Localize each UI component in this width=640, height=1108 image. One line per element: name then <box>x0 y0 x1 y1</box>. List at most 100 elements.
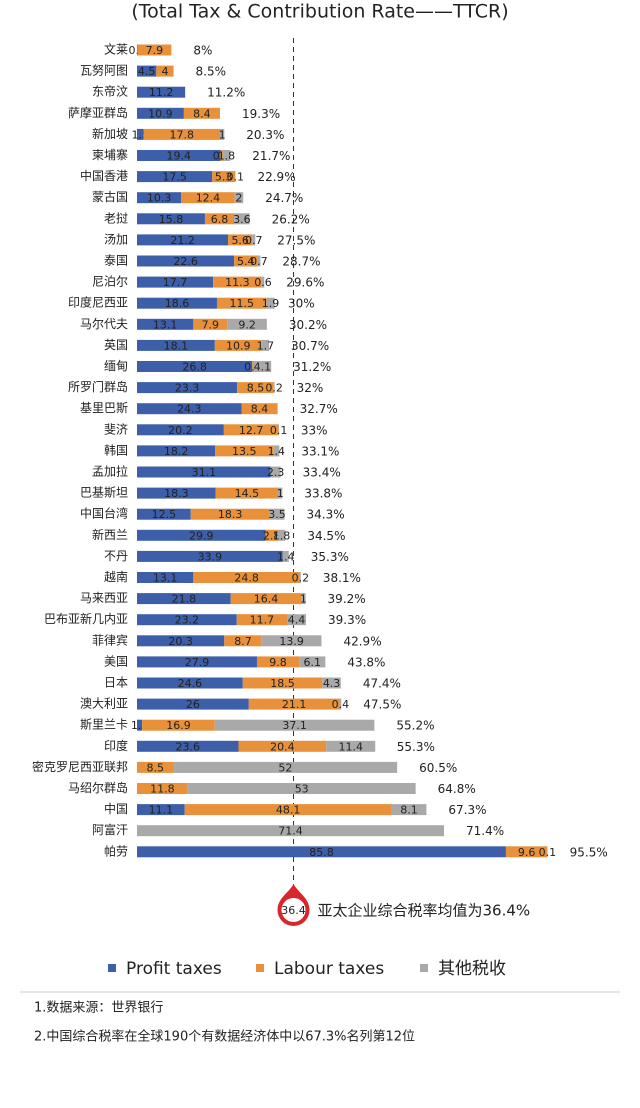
segment-label: 6.1 <box>303 656 321 669</box>
legend-label: 其他税收 <box>438 959 506 979</box>
segment-label: 17.5 <box>162 171 187 184</box>
category-label: 马尔代夫 <box>80 316 128 331</box>
segment-label: 7.9 <box>146 44 164 57</box>
total-label: 24.7% <box>265 191 303 205</box>
segment-label: 13.1 <box>153 318 178 331</box>
total-label: 22.9% <box>257 170 295 184</box>
bar-segment <box>287 614 306 626</box>
average-value: 36.4 <box>281 904 306 917</box>
segment-label: 8.1 <box>400 804 418 817</box>
category-label: 缅甸 <box>104 359 128 373</box>
category-label: 瓦努阿图 <box>80 63 128 78</box>
footnote: 2.中国综合税率在全球190个有数据经济体中以67.3%名列第12位 <box>34 1029 415 1045</box>
category-label: 汤加 <box>104 232 128 246</box>
segment-label: 20.4 <box>270 740 295 753</box>
category-label: 所罗门群岛 <box>68 379 128 394</box>
category-label: 巴布亚新几内亚 <box>44 611 128 626</box>
category-label: 不丹 <box>104 549 128 563</box>
segment-label: 9.8 <box>269 656 287 669</box>
segment-label: 4.3 <box>323 677 341 690</box>
total-label: 64.8% <box>438 782 476 796</box>
bar-segment <box>223 424 279 436</box>
segment-label: 5.4 <box>237 255 255 268</box>
total-label: 55.3% <box>397 740 435 754</box>
bar-segment <box>237 382 274 394</box>
bar-segment <box>137 276 214 288</box>
bar-segment <box>137 529 266 541</box>
segment-label: 20.2 <box>168 424 193 437</box>
category-label: 菲律宾 <box>92 632 128 647</box>
bar-segment <box>261 339 270 351</box>
segment-label: 12.5 <box>152 508 177 521</box>
bar-segment <box>137 783 188 794</box>
bar-segment <box>137 635 225 647</box>
segment-label: 5.6 <box>231 234 249 247</box>
bar-segment <box>301 593 306 605</box>
bar-segment <box>137 107 184 119</box>
segment-label: 11.3 <box>225 276 250 289</box>
bar-segment <box>261 635 322 647</box>
category-label: 帕劳 <box>104 843 128 858</box>
bar-segment <box>137 593 231 605</box>
total-label: 21.7% <box>252 149 290 163</box>
legend-label: Profit taxes <box>126 959 222 979</box>
bar-segment <box>222 150 231 161</box>
bar-segment <box>326 740 376 752</box>
segment-label: 9.2 <box>238 318 256 331</box>
bar-segment <box>265 529 278 541</box>
bar-segment <box>214 339 262 351</box>
segment-label: 0.1 <box>539 846 557 859</box>
bar-segment <box>215 487 279 499</box>
bar-segment <box>137 44 172 56</box>
total-label: 20.3% <box>246 128 284 142</box>
segment-label: 16.9 <box>166 719 191 732</box>
segment-label: 18.6 <box>165 297 190 310</box>
bar-segment <box>234 255 258 267</box>
category-label: 英国 <box>104 338 128 352</box>
category-label: 日本 <box>104 676 128 690</box>
bar-segment <box>137 192 182 204</box>
segment-label: 23.6 <box>175 740 200 753</box>
segment-label: 0.6 <box>254 276 272 289</box>
bar-segment <box>220 150 223 161</box>
segment-label: 11.5 <box>229 297 254 310</box>
category-label: 中国香港 <box>80 168 128 183</box>
segment-label: 21.2 <box>170 234 195 247</box>
category-label: 蒙古国 <box>92 189 128 204</box>
bar-segment <box>137 656 257 668</box>
bar-segment <box>137 318 194 330</box>
bar-segment <box>241 403 278 415</box>
bar-segment <box>248 698 340 710</box>
legend-label: Labour taxes <box>274 959 384 979</box>
segment-label: 10.9 <box>148 107 173 120</box>
bar-segment <box>137 677 243 689</box>
bar-segment <box>184 804 392 816</box>
bar-segment <box>278 487 283 499</box>
segment-label: 12.7 <box>239 424 264 437</box>
bar-segment <box>137 234 229 246</box>
bar-segment <box>143 128 220 140</box>
bar-segment <box>266 297 275 309</box>
category-label: 孟加拉 <box>92 464 128 479</box>
category-label: 美国 <box>104 654 128 668</box>
segment-label: 7.9 <box>202 318 220 331</box>
segment-label: 53 <box>295 783 309 796</box>
segment-label: 18.3 <box>164 487 189 500</box>
category-label: 阿富汗 <box>92 822 128 837</box>
bar-segment <box>228 234 253 246</box>
footnote: 1.数据来源：世界银行 <box>34 1001 163 1016</box>
category-label: 老挝 <box>104 211 128 225</box>
segment-label: 8.4 <box>251 403 269 416</box>
segment-label: 6.8 <box>211 213 229 226</box>
segment-label: 17.8 <box>169 128 194 141</box>
segment-label: 26.8 <box>182 361 207 374</box>
category-label: 中国台湾 <box>80 506 128 521</box>
segment-label: 4.4 <box>288 614 306 627</box>
bar-segment <box>137 825 445 837</box>
bar-segment <box>215 445 274 457</box>
segment-label: 3.6 <box>233 213 251 226</box>
total-label: 26.2% <box>272 212 310 226</box>
bar-segment <box>137 719 143 731</box>
total-label: 33% <box>301 423 328 437</box>
segment-label: 29.9 <box>189 529 214 542</box>
